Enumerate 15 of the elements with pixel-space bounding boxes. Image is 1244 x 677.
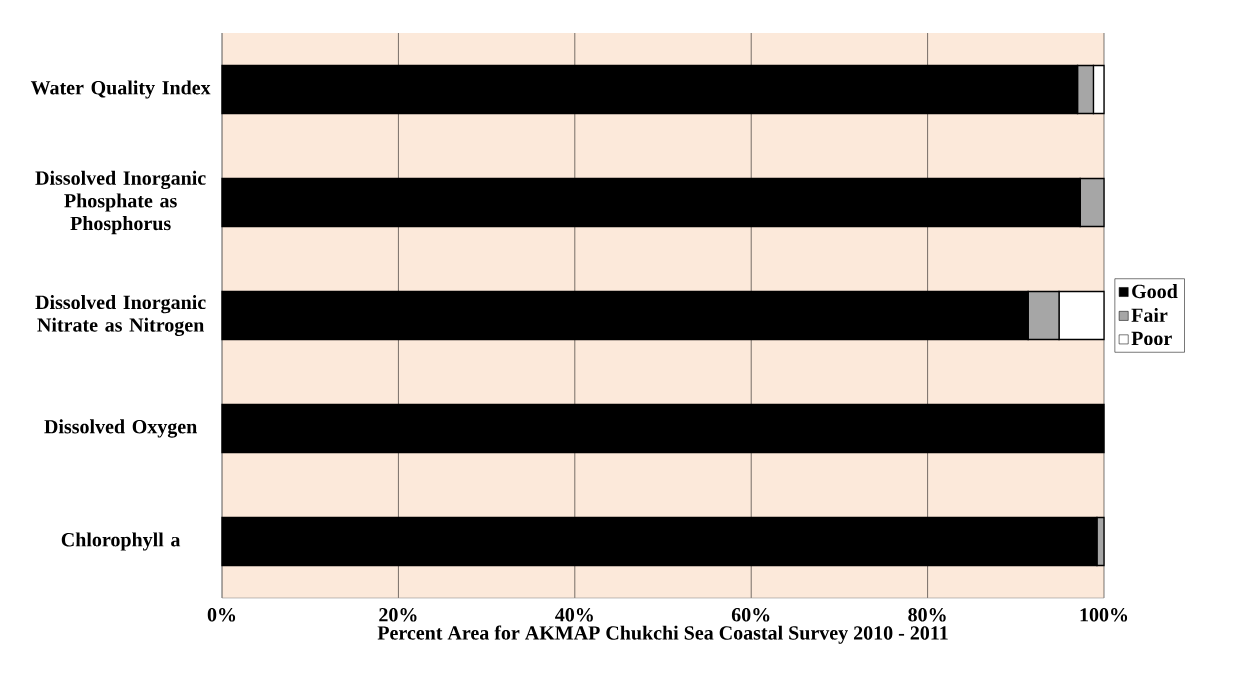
y-tick-label: Dissolved Inorganic Nitrate as Nitrogen — [35, 295, 206, 336]
legend-label: Fair — [1131, 307, 1168, 323]
x-axis-title: Percent Area for AKMAP Chukchi Sea Coastal Survey 2010 - 2011 — [377, 625, 948, 644]
x-tick-label: 40% — [555, 608, 593, 622]
legend-label: Poor — [1131, 331, 1172, 346]
x-tick-label: 80% — [908, 608, 946, 622]
y-tick-label: Dissolved Inorganic Phosphate as Phosphorus — [35, 170, 206, 235]
x-tick-label: 60% — [731, 608, 770, 622]
x-tick-label: 0% — [207, 608, 236, 622]
y-tick-label: Water Quality Index — [30, 80, 211, 99]
y-tick-label: Dissolved Oxygen — [44, 419, 197, 438]
x-tick-label: 100% — [1080, 608, 1128, 622]
x-tick-label: 20% — [379, 608, 417, 622]
y-tick-label: Chlorophyll a — [61, 532, 181, 551]
legend-label: Good — [1132, 284, 1178, 299]
